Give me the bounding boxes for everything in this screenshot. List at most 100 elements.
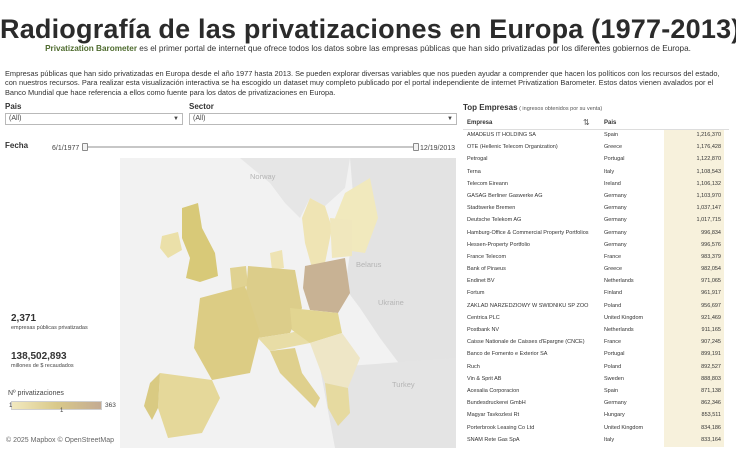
company-country: Poland xyxy=(604,363,622,370)
date-end-handle[interactable] xyxy=(413,143,419,151)
table-row[interactable]: Acesalia Corporacion Spain 871,138 xyxy=(463,385,729,399)
table-row[interactable]: Bank of Piraeus Greece 982,054 xyxy=(463,264,729,277)
company-revenue: 1,216,370 xyxy=(664,130,724,143)
date-start-handle[interactable] xyxy=(82,143,88,151)
sector-select[interactable]: (All) ▼ xyxy=(189,113,457,125)
table-row[interactable]: Endinet BV Netherlands 971,065 xyxy=(463,276,729,289)
table-row[interactable]: Magyar Tavkozlesi Rt Hungary 853,511 xyxy=(463,410,729,423)
company-name: Centrica PLC xyxy=(467,314,500,321)
table-header: Empresa ⇅ Pais xyxy=(463,117,729,130)
company-revenue: 1,122,870 xyxy=(664,154,724,167)
company-revenue: 888,803 xyxy=(664,373,724,386)
legend-max: 363 xyxy=(105,402,116,409)
table-row[interactable]: Hamburg-Office & Commercial Property Por… xyxy=(463,227,729,240)
portugal-shape[interactable] xyxy=(144,373,160,420)
top-title-text: Top Empresas xyxy=(463,103,518,112)
company-revenue: 1,176,428 xyxy=(664,142,724,155)
map-label-ukraine: Ukraine xyxy=(378,298,404,307)
company-name: Petrogal xyxy=(467,156,488,163)
uk-shape[interactable] xyxy=(182,203,218,282)
company-name: Ruch xyxy=(467,363,480,370)
sector-filter-label: Sector xyxy=(189,102,214,111)
table-row[interactable]: Terna Italy 1,108,543 xyxy=(463,166,729,179)
top-title-hint: ( ingresos obtenidos por su venta) xyxy=(517,106,603,112)
table-row[interactable]: SNAM Rete Gas SpA Italy 833,164 xyxy=(463,434,729,447)
date-range-slider-track[interactable] xyxy=(85,146,417,148)
table-row[interactable]: AMADEUS IT HOLDING SA Spain 1,216,370 xyxy=(463,130,729,143)
company-revenue: 853,511 xyxy=(664,410,724,423)
company-revenue: 1,103,970 xyxy=(664,190,724,204)
table-row[interactable]: Centrica PLC United Kingdom 921,469 xyxy=(463,312,729,325)
table-row[interactable]: Postbank NV Netherlands 911,165 xyxy=(463,325,729,338)
company-country: United Kingdom xyxy=(604,314,644,321)
legend-marker: 1 xyxy=(60,408,64,414)
turkey-shape xyxy=(320,358,456,448)
table-row[interactable]: Vin & Sprit AB Sweden 888,803 xyxy=(463,373,729,386)
table-row[interactable]: France Telecom France 983,379 xyxy=(463,251,729,265)
table-row[interactable]: OTE (Hellenic Telecom Organization) Greec… xyxy=(463,142,729,155)
table-body: AMADEUS IT HOLDING SA Spain 1,216,370 OTE (… xyxy=(463,130,729,447)
table-row[interactable]: Ruch Poland 892,527 xyxy=(463,361,729,374)
table-row[interactable]: Petrogal Portugal 1,122,870 xyxy=(463,154,729,167)
benelux-shape[interactable] xyxy=(230,266,248,290)
company-name: Hessen-Property Portfolio xyxy=(467,241,530,248)
greece-shape[interactable] xyxy=(325,383,350,426)
company-name: Stadtwerke Bremen xyxy=(467,205,516,212)
company-revenue: 892,527 xyxy=(664,361,724,374)
subtitle-text: es el primer portal de internet que ofre… xyxy=(137,44,691,53)
germany-shape[interactable] xyxy=(245,266,302,338)
balkans-shape[interactable] xyxy=(310,333,360,388)
table-row[interactable]: ZAKLAD NARZEDZIOWY W SWIDNIKU SP ZOO Pola… xyxy=(463,300,729,313)
company-revenue: 971,065 xyxy=(664,276,724,289)
sweden-shape[interactable] xyxy=(302,198,332,268)
company-name: Caisse Nationale de Caisses d'Epargne (C… xyxy=(467,339,585,346)
company-country: Germany xyxy=(604,241,627,248)
table-row[interactable]: Deutsche Telekom AG Germany 1,017,715 xyxy=(463,215,729,228)
table-row[interactable]: Fortum Finland 961,917 xyxy=(463,288,729,301)
table-row[interactable]: Porterbrook Leasing Co Ltd United Kingdom… xyxy=(463,422,729,435)
date-start: 6/1/1977 xyxy=(52,145,80,152)
central-europe-shape[interactable] xyxy=(290,308,342,343)
company-name: France Telecom xyxy=(467,253,507,260)
baltics-shape[interactable] xyxy=(330,218,352,258)
chevron-down-icon: ▼ xyxy=(173,116,179,122)
company-revenue: 961,917 xyxy=(664,288,724,301)
company-country: Germany xyxy=(604,400,627,407)
chevron-down-icon: ▼ xyxy=(447,116,453,122)
company-revenue: 834,186 xyxy=(664,422,724,435)
table-row[interactable]: Bundesdruckerei GmbH Germany 862,346 xyxy=(463,398,729,411)
company-country: Germany xyxy=(604,192,627,199)
country-select[interactable]: (All) ▼ xyxy=(5,113,183,125)
italy-shape[interactable] xyxy=(270,348,320,408)
map-label-norway: Norway xyxy=(250,172,276,181)
company-revenue: 911,165 xyxy=(664,325,724,338)
alpine-shape[interactable] xyxy=(258,328,310,351)
company-name: OTE (Hellenic Telecom Organization) xyxy=(467,144,558,151)
top-companies-title: Top Empresas ( ingresos obtenidos por su… xyxy=(463,103,602,112)
company-revenue: 982,054 xyxy=(664,264,724,277)
table-row[interactable]: Stadtwerke Bremen Germany 1,037,147 xyxy=(463,203,729,216)
company-name: Telecom Eireann xyxy=(467,180,508,187)
page-subtitle: Privatization Barometer es el primer por… xyxy=(0,44,736,53)
company-revenue: 871,138 xyxy=(664,385,724,399)
spain-shape[interactable] xyxy=(158,373,220,438)
company-name: Fortum xyxy=(467,290,485,297)
sector-select-value: (All) xyxy=(193,115,206,122)
denmark-shape[interactable] xyxy=(270,250,284,270)
map-credits: © 2025 Mapbox © OpenStreetMap xyxy=(6,437,114,444)
table-row[interactable]: Banco de Fomento e Exterior SA Portugal 89… xyxy=(463,349,729,362)
country-filter-label: Pais xyxy=(5,102,22,111)
europe-map[interactable]: Norway Belarus Ukraine Turkey xyxy=(120,158,456,448)
table-row[interactable]: Caisse Nationale de Caisses d'Epargne (C… xyxy=(463,337,729,350)
table-row[interactable]: GASAG Berliner Gaswerke AG Germany 1,103,9… xyxy=(463,190,729,204)
table-row[interactable]: Telecom Eireann Ireland 1,106,132 xyxy=(463,178,729,191)
company-country: Italy xyxy=(604,436,615,443)
ireland-shape[interactable] xyxy=(160,232,182,258)
sort-icon[interactable]: ⇅ xyxy=(583,118,590,127)
company-country: Netherlands xyxy=(604,278,634,285)
table-row[interactable]: Hessen-Property Portfolio Germany 996,576 xyxy=(463,239,729,252)
company-revenue: 862,346 xyxy=(664,398,724,411)
poland-shape[interactable] xyxy=(303,258,350,313)
intro-paragraph: Empresas públicas que han sido privatiza… xyxy=(5,69,720,97)
france-shape[interactable] xyxy=(194,286,260,380)
